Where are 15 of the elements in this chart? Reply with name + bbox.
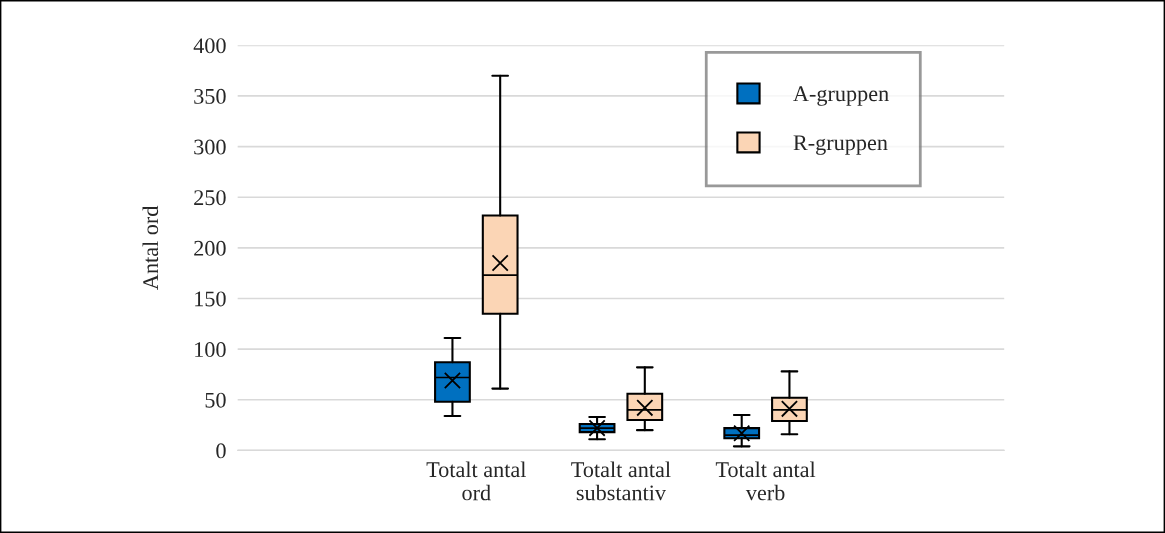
y-tick-label: 100 bbox=[195, 342, 226, 358]
x-tick-label: Totalt antal substantiv bbox=[571, 461, 671, 501]
x-tick-label: Totalt antal ord bbox=[426, 461, 526, 501]
y-tick-label: 250 bbox=[194, 190, 226, 206]
legend-label: R-gruppen bbox=[793, 135, 888, 155]
y-axis-title: Antal ord bbox=[142, 205, 159, 290]
legend-label: A-gruppen bbox=[793, 86, 889, 106]
y-tick-label: 50 bbox=[205, 392, 226, 408]
y-tick-label: 400 bbox=[193, 38, 226, 54]
y-tick-label: 300 bbox=[194, 139, 226, 155]
y-tick-label: 200 bbox=[194, 240, 226, 256]
y-tick-label: 0 bbox=[216, 443, 226, 459]
x-tick-label: Totalt antal verb bbox=[715, 461, 816, 501]
y-tick-label: 350 bbox=[194, 88, 226, 104]
y-tick-label: 150 bbox=[195, 291, 226, 307]
